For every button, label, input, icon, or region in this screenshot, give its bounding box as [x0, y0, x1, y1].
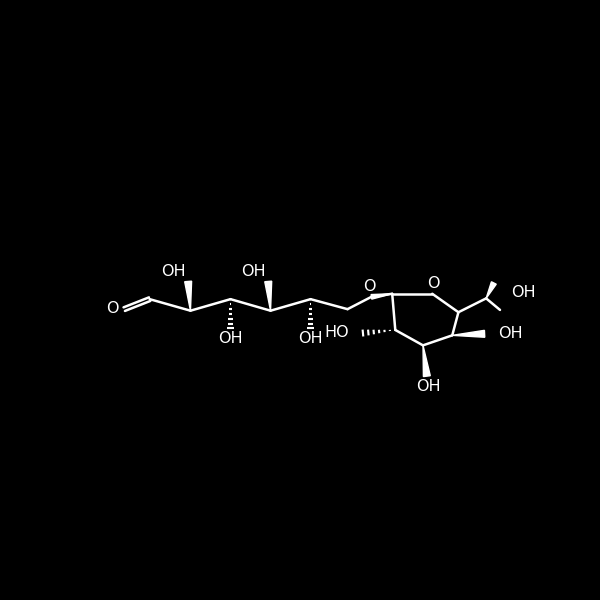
Text: OH: OH [416, 379, 441, 394]
Polygon shape [265, 281, 272, 311]
Polygon shape [423, 346, 430, 377]
Text: O: O [106, 301, 119, 316]
Text: OH: OH [241, 264, 266, 279]
Text: OH: OH [511, 285, 535, 300]
Polygon shape [486, 282, 496, 298]
Text: OH: OH [218, 331, 243, 346]
Text: HO: HO [325, 325, 349, 340]
Text: O: O [364, 280, 376, 295]
Polygon shape [452, 331, 485, 337]
Text: O: O [428, 276, 440, 291]
Polygon shape [371, 294, 392, 299]
Text: OH: OH [298, 331, 323, 346]
Text: OH: OH [499, 326, 523, 341]
Polygon shape [185, 281, 191, 311]
Text: OH: OH [161, 264, 186, 279]
